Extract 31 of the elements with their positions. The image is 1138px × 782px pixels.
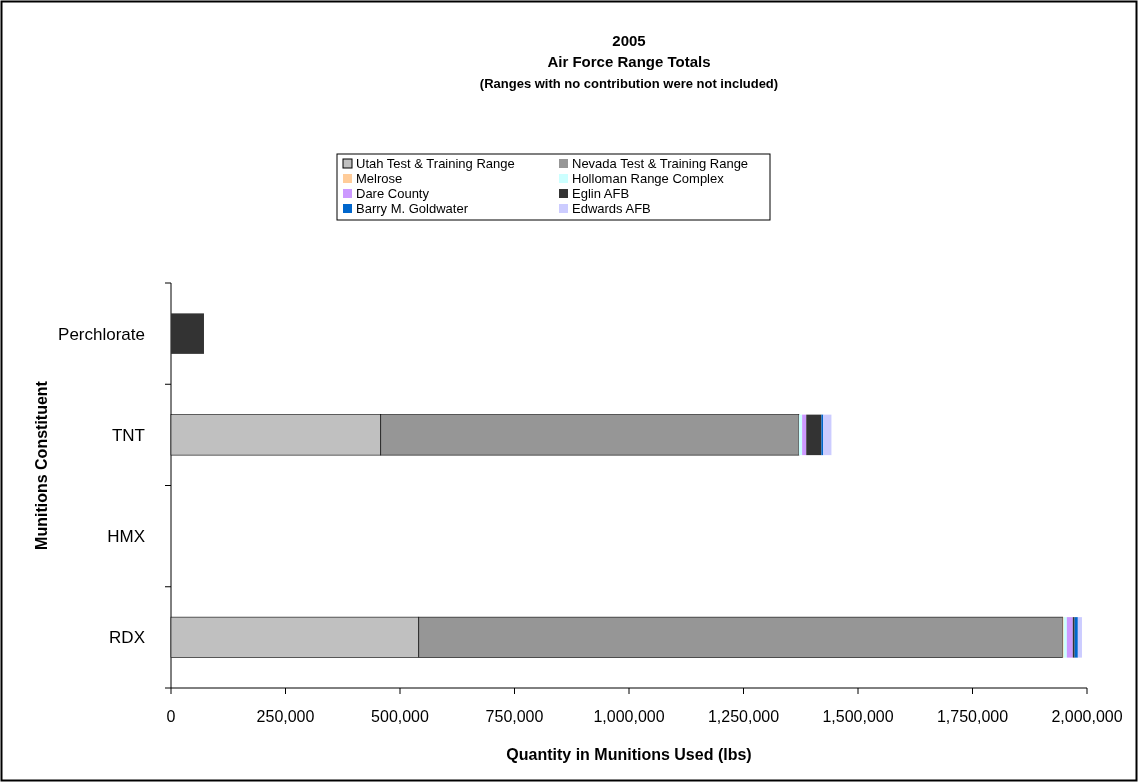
legend-label: Utah Test & Training Range xyxy=(356,156,515,171)
bar xyxy=(798,414,803,456)
legend-label: Nevada Test & Training Range xyxy=(572,156,749,171)
legend-label: Holloman Range Complex xyxy=(572,171,725,186)
y-tick-label: HMX xyxy=(107,527,145,547)
bar xyxy=(1066,617,1073,658)
legend-label: Edwards AFB xyxy=(572,201,651,216)
x-tick-label: 0 xyxy=(166,708,176,725)
legend-label: Dare County xyxy=(356,186,430,201)
x-tick-label: 250,000 xyxy=(256,708,315,725)
x-tick-label: 2,000,000 xyxy=(1051,708,1123,725)
bar xyxy=(1077,617,1082,658)
bar xyxy=(171,313,204,354)
chart-title: 2005 Air Force Range Totals (Ranges with no contribution were not included) xyxy=(479,32,779,91)
y-tick-label: RDX xyxy=(109,628,145,648)
x-axis-title: Quantity in Munitions Used (lbs) xyxy=(506,746,752,763)
y-tick-label: TNT xyxy=(111,425,145,445)
x-tick-label: 750,000 xyxy=(485,708,544,725)
x-tick-label: 1,250,000 xyxy=(707,708,780,725)
x-tick-label: 1,500,000 xyxy=(822,708,894,725)
legend-label: Barry M. Goldwater xyxy=(356,201,469,216)
legend-label: Melrose xyxy=(356,171,403,186)
bar xyxy=(823,414,832,456)
bar xyxy=(802,414,807,456)
legend-label: Eglin AFB xyxy=(572,186,630,201)
x-tick-label: 500,000 xyxy=(371,708,430,725)
x-tick-label: 1,750,000 xyxy=(936,708,1009,725)
y-tick-label: Perchlorate xyxy=(58,324,145,344)
y-axis-title: Munitions Constituent xyxy=(33,380,50,550)
x-tick-label: 1,000,000 xyxy=(593,708,665,725)
bar xyxy=(806,414,822,456)
